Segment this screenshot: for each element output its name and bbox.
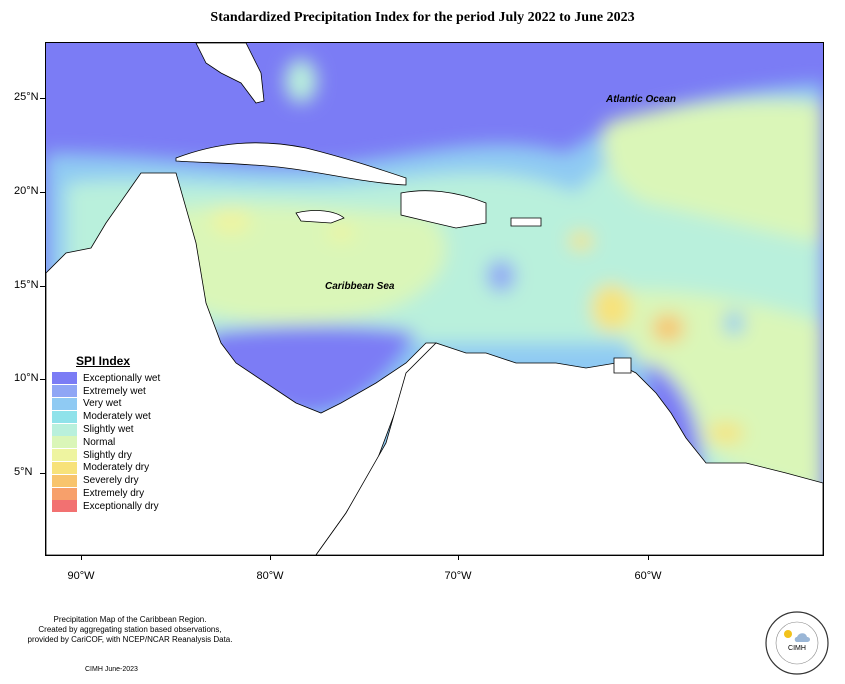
legend-item: Severely dry [52,474,160,487]
spi-map [45,42,824,556]
lat-tick [40,192,45,193]
cloud-icon [794,633,810,642]
legend-swatch [52,372,77,385]
legend-label: Moderately wet [83,411,151,423]
legend-swatch [52,423,77,436]
legend-swatch [52,449,77,462]
caribbean-sea-label: Caribbean Sea [325,281,395,292]
legend-label: Slightly wet [83,424,134,436]
legend-label: Normal [83,436,116,448]
lon-tick [648,555,649,560]
lat-tick [40,98,45,99]
lon-tick [270,555,271,560]
legend-label: Exceptionally wet [83,372,161,384]
legend-swatch [52,500,77,513]
legend-item: Moderately dry [52,461,160,475]
sun-icon [784,630,792,638]
legend-items: Exceptionally wet Extremely wet Very wet Mo… [52,372,160,513]
lon-tick [81,555,82,560]
lat-label-20n: 20°N [14,185,39,197]
lon-label-70w: 70°W [444,570,472,582]
spi-map-canvas [46,43,823,555]
lon-label-90w: 90°W [67,570,95,582]
legend-item: Extremely wet [52,385,160,398]
land-masses [46,43,823,555]
legend-swatch [52,410,77,423]
map-title: Standardized Precipitation Index for the… [210,10,635,25]
lat-label-10n: 10°N [14,372,39,384]
legend-label: Severely dry [83,475,139,487]
legend-item: Exceptionally wet [52,372,160,385]
legend-label: Exceptionally dry [83,500,159,512]
legend-item: Exceptionally dry [52,500,160,513]
lon-label-80w: 80°W [256,570,284,582]
lat-tick [40,286,45,287]
legend-label: Extremely dry [83,488,145,500]
lat-tick [40,473,45,474]
footer-date: CIMH June-2023 [85,666,138,673]
legend-swatch [52,474,77,487]
legend-swatch [52,436,77,449]
legend-item: Slightly wet [52,423,160,436]
lon-tick [458,555,459,560]
legend-swatch [52,385,77,398]
footer-line-3: provided by CariCOF, with NCEP/NCAR Rean… [27,635,233,644]
lat-label-15n: 15°N [14,279,39,291]
logo-text: CIMH [788,645,806,652]
legend-label: Slightly dry [83,449,132,461]
legend-title: SPI Index [76,354,131,368]
legend-swatch [52,461,77,474]
atlantic-ocean-label: Atlantic Ocean [606,94,677,105]
legend-item: Normal [52,436,160,449]
legend-item: Very wet [52,397,160,411]
legend-item: Extremely dry [52,487,160,500]
legend-swatch [52,397,77,410]
legend-item: Slightly dry [52,449,160,462]
legend-item: Moderately wet [52,410,160,423]
lat-label-25n: 25°N [14,91,39,103]
footer-note: Precipitation Map of the Caribbean Regio… [0,615,260,645]
footer-line-2: Created by aggregating station based obs… [38,625,222,634]
legend-label: Extremely wet [83,385,146,397]
spi-legend: SPI Index Exceptionally wet Extremely wet… [52,354,160,513]
legend-label: Very wet [83,398,122,410]
legend-label: Moderately dry [83,462,150,474]
cimh-logo: CIMH [765,611,829,675]
lat-tick [40,379,45,380]
lon-label-60w: 60°W [634,570,662,582]
legend-swatch [52,487,77,500]
lat-label-5n: 5°N [14,466,33,478]
footer-line-1: Precipitation Map of the Caribbean Regio… [53,615,207,624]
